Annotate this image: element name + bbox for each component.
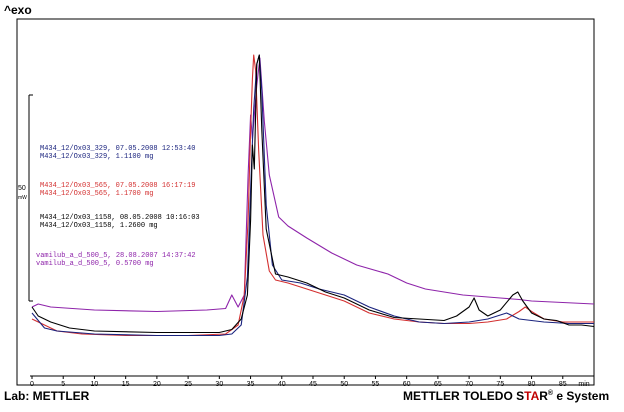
exo-direction-label: ^exo	[4, 3, 32, 17]
curve-3	[31, 54, 594, 337]
system-brand-suffix: e System	[556, 389, 610, 403]
data-curves	[31, 54, 595, 337]
x-tick-label: 20	[153, 381, 161, 388]
legend-entry-line: vamilub_a_d_500_5, 28.08.2007 14:37:42	[36, 252, 196, 260]
x-tick-label: 80	[528, 381, 536, 388]
x-tick-label: 85	[559, 381, 567, 388]
x-tick-label: 75	[496, 381, 504, 388]
x-tick-label: 60	[403, 381, 411, 388]
x-tick-label: 35	[247, 381, 255, 388]
legend-entry-line: M434_12/Ox03_1158, 1.2600 mg	[40, 222, 158, 230]
curve-2	[31, 54, 594, 337]
system-brand-prefix: METTLER TOLEDO S	[403, 389, 525, 403]
chart-legend: M434_12/Ox03_329, 07.05.2008 12:53:40M43…	[36, 145, 200, 268]
x-tick-label: min	[578, 381, 589, 388]
plot-frame	[16, 18, 595, 386]
x-tick-label: 10	[91, 381, 99, 388]
x-tick-label: 55	[372, 381, 380, 388]
curve-4	[31, 54, 595, 334]
x-tick-label: 40	[278, 381, 286, 388]
legend-entry-line: vamilub_a_d_500_5, 0.5700 mg	[36, 260, 154, 268]
legend-entry-line: M434_12/Ox03_565, 07.05.2008 16:17:19	[40, 182, 195, 190]
scale-bar-unit: mW	[18, 195, 27, 201]
x-tick-label: 30	[215, 381, 223, 388]
x-tick-label: 25	[184, 381, 192, 388]
system-brand-r: R	[539, 389, 548, 403]
lab-name: Lab: METTLER	[4, 389, 90, 403]
x-tick-label: 45	[309, 381, 317, 388]
legend-entry-line: M434_12/Ox03_1158, 08.05.2008 10:16:03	[40, 214, 200, 222]
x-tick-label: 70	[465, 381, 473, 388]
system-brand: METTLER TOLEDO STAR® e System	[403, 389, 610, 403]
x-tick-label: 15	[122, 381, 130, 388]
x-axis-ticks: 0 5 10 15 20 25 30 35 40 45 50 55 60 65 70 75 80 85 min	[30, 376, 590, 388]
x-tick-label: 0	[30, 381, 34, 388]
x-tick-label: 65	[434, 381, 442, 388]
legend-entry-line: M434_12/Ox03_329, 07.05.2008 12:53:40	[40, 145, 195, 153]
curve-1	[31, 57, 595, 313]
legend-entry-line: M434_12/Ox03_329, 1.1100 mg	[40, 153, 153, 161]
legend-entry-line: M434_12/Ox03_565, 1.1700 mg	[40, 190, 153, 198]
x-tick-label: 5	[61, 381, 65, 388]
system-brand-highlight: TA	[524, 389, 540, 403]
scale-bar-value: 50	[18, 185, 26, 192]
x-tick-label: 50	[340, 381, 348, 388]
